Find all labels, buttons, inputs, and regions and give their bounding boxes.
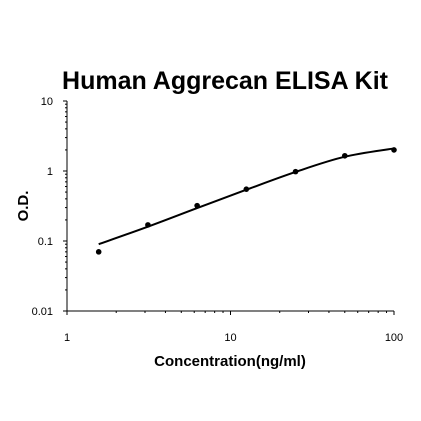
axis-tick-labels: 0.01 0.1 1 10 1 10 100 — [32, 96, 404, 344]
y-tick-label: 1 — [47, 166, 53, 178]
x-tick-label: 100 — [385, 332, 403, 344]
y-axis-label: O.D. — [15, 191, 32, 222]
chart-title: Human Aggrecan ELISA Kit — [62, 67, 389, 95]
data-point — [341, 152, 348, 159]
x-tick-label: 1 — [64, 332, 70, 344]
y-tick-label: 0.01 — [32, 306, 53, 318]
y-tick-label: 0.1 — [38, 236, 53, 248]
data-points — [95, 147, 397, 255]
data-point — [243, 186, 250, 192]
fit-curve-line — [98, 147, 395, 246]
data-point — [194, 202, 200, 209]
plot-area: 0.01 0.1 1 10 1 10 100 — [32, 96, 404, 344]
data-point — [292, 168, 299, 175]
data-point — [95, 249, 102, 255]
data-point — [391, 147, 397, 153]
data-point — [145, 222, 151, 228]
x-tick-label: 10 — [224, 332, 236, 344]
x-axis-label: Concentration(ng/ml) — [154, 353, 306, 370]
axis-ticks — [63, 100, 395, 315]
y-tick-label: 10 — [41, 96, 53, 108]
